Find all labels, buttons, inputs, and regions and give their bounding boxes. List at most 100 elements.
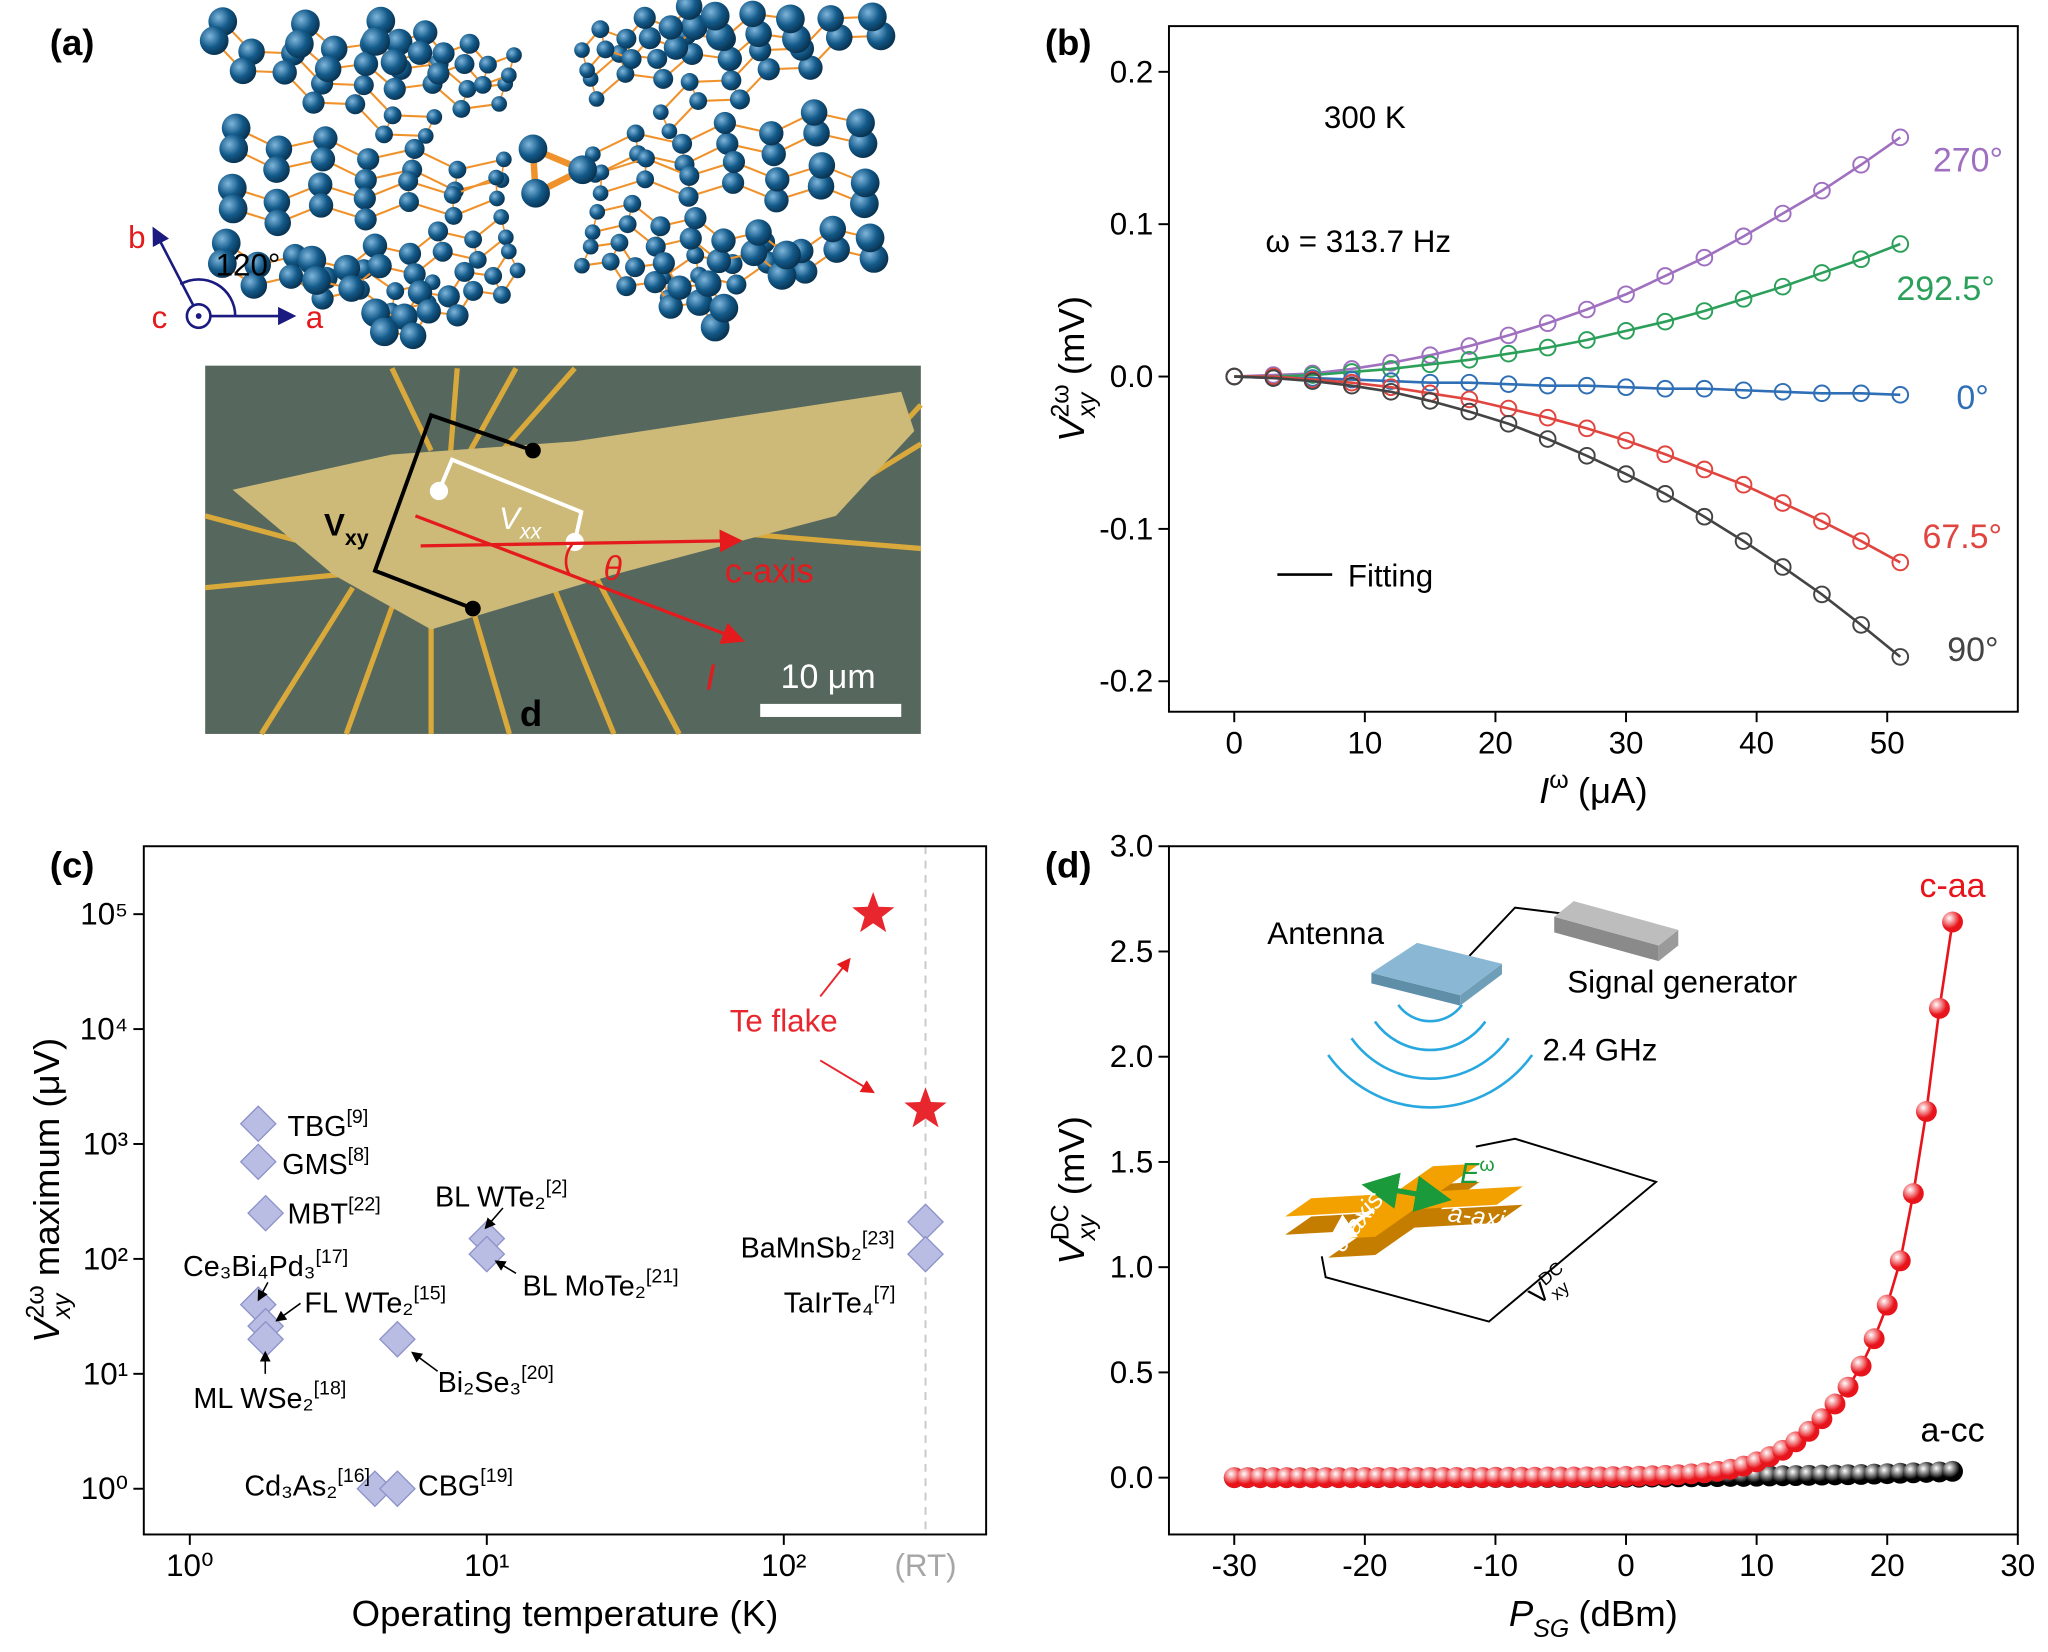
point-label-name: Cd₃As₂ [244, 1470, 337, 1502]
data-point [1773, 558, 1792, 576]
y-axis-title: V2ωxy (mV) [1047, 296, 1101, 442]
atom [229, 57, 257, 85]
atom [761, 141, 786, 167]
point-label-ref: [15] [413, 1282, 446, 1304]
point-label-ref: [22] [348, 1194, 381, 1216]
x-axis-title-superscript: ω [1549, 766, 1568, 794]
atom [807, 173, 835, 200]
atom [489, 190, 505, 207]
data-point [1617, 465, 1635, 483]
point-label: ML WSe₂[18] [193, 1378, 346, 1415]
atom [302, 266, 331, 295]
atom [663, 35, 689, 60]
data-point [1382, 372, 1400, 390]
atom [680, 73, 699, 91]
y-axis-title-unit: maximum (μV) [26, 1038, 67, 1276]
c-axis-arrow [420, 529, 743, 553]
atom [500, 243, 517, 260]
point-label: GMS[8] [282, 1144, 369, 1181]
field-label: Eω [1460, 1154, 1494, 1190]
atom [314, 55, 342, 83]
data-point [1837, 1376, 1859, 1398]
data-point [1891, 553, 1910, 572]
atom [357, 148, 380, 171]
atom [721, 70, 742, 91]
x-tick-label: 10² [761, 1548, 806, 1583]
y-tick-label: 1.5 [1110, 1144, 1154, 1179]
theta-label: θ [603, 550, 622, 588]
device-label: d [520, 693, 542, 734]
atom [448, 160, 467, 179]
x-tick-label: 10 [1739, 1548, 1774, 1583]
inset-label: Signal generator [1567, 965, 1797, 1000]
atom [579, 62, 595, 79]
x-axis-title: Iω (μA) [1539, 766, 1648, 811]
atom [491, 96, 508, 112]
atom [302, 91, 325, 114]
annotation: 300 K [1324, 100, 1406, 135]
atom [403, 263, 426, 286]
current-arrow [1327, 1207, 1376, 1242]
data-point [1734, 290, 1753, 308]
vxx-label-symbol: V [499, 501, 523, 536]
y-axis-title: V2ωxy maximum (μV) [22, 1038, 76, 1343]
data-point [1499, 414, 1518, 433]
atom [501, 67, 517, 84]
atom [722, 150, 746, 174]
axis-label: b [128, 220, 145, 255]
data-point [239, 1105, 277, 1143]
point-label-ref: [18] [314, 1378, 347, 1400]
data-point [1656, 485, 1675, 503]
y-tick-label: -0.1 [1099, 511, 1153, 546]
y-axis-title-symbol: V [26, 1315, 67, 1343]
atom [759, 121, 784, 146]
point-label: BL MoTe₂[21] [523, 1265, 679, 1302]
atom [678, 186, 699, 207]
panel-label: (a) [50, 22, 95, 63]
atom [800, 99, 828, 126]
data-point [907, 1203, 944, 1241]
atom [416, 299, 441, 324]
data-point [1578, 376, 1596, 395]
data-point [1695, 248, 1714, 267]
data-point [1342, 376, 1361, 395]
x-tick-label: 20 [1870, 1548, 1905, 1583]
y-axis-title-superscript: 2ω [22, 1285, 50, 1318]
electrode [585, 560, 682, 736]
data-point [1942, 1460, 1963, 1482]
data-point [1578, 331, 1596, 349]
point-label-name: Bi₂Se₃ [438, 1367, 522, 1399]
atom [757, 58, 780, 81]
point-label: CBG[19] [418, 1465, 513, 1502]
atom [633, 6, 656, 29]
atom [793, 259, 818, 284]
x-tick-label: 30 [1609, 726, 1644, 761]
series-line [1234, 375, 1901, 564]
data-point [1578, 446, 1596, 465]
data-point [1421, 392, 1439, 410]
atom [680, 13, 708, 41]
atom [367, 253, 392, 279]
atom [650, 216, 671, 237]
series-line [1234, 375, 1902, 658]
generator-top [1554, 901, 1679, 946]
data-point [1460, 402, 1479, 421]
atom [383, 77, 406, 100]
atom [468, 250, 487, 269]
atom [207, 249, 237, 278]
data-point [1773, 382, 1792, 401]
data-point [1850, 1355, 1872, 1377]
atom [479, 55, 497, 74]
data-point [1578, 419, 1596, 438]
chart-panel: (b) 0 10 20 30 40 50 -0.2 -0.1 0.0 0.1 0.2 Iω (μA) V2ω… [1045, 22, 2019, 811]
plot-frame [142, 845, 988, 1536]
x-tick-label: -20 [1342, 1548, 1387, 1583]
atom [464, 230, 483, 249]
x-axis-title: PSG (dBm) [1509, 1593, 1678, 1643]
atom [361, 27, 391, 56]
atom [199, 26, 229, 56]
point-label-name: ML WSe₂ [193, 1383, 313, 1415]
data-point [1852, 616, 1870, 634]
